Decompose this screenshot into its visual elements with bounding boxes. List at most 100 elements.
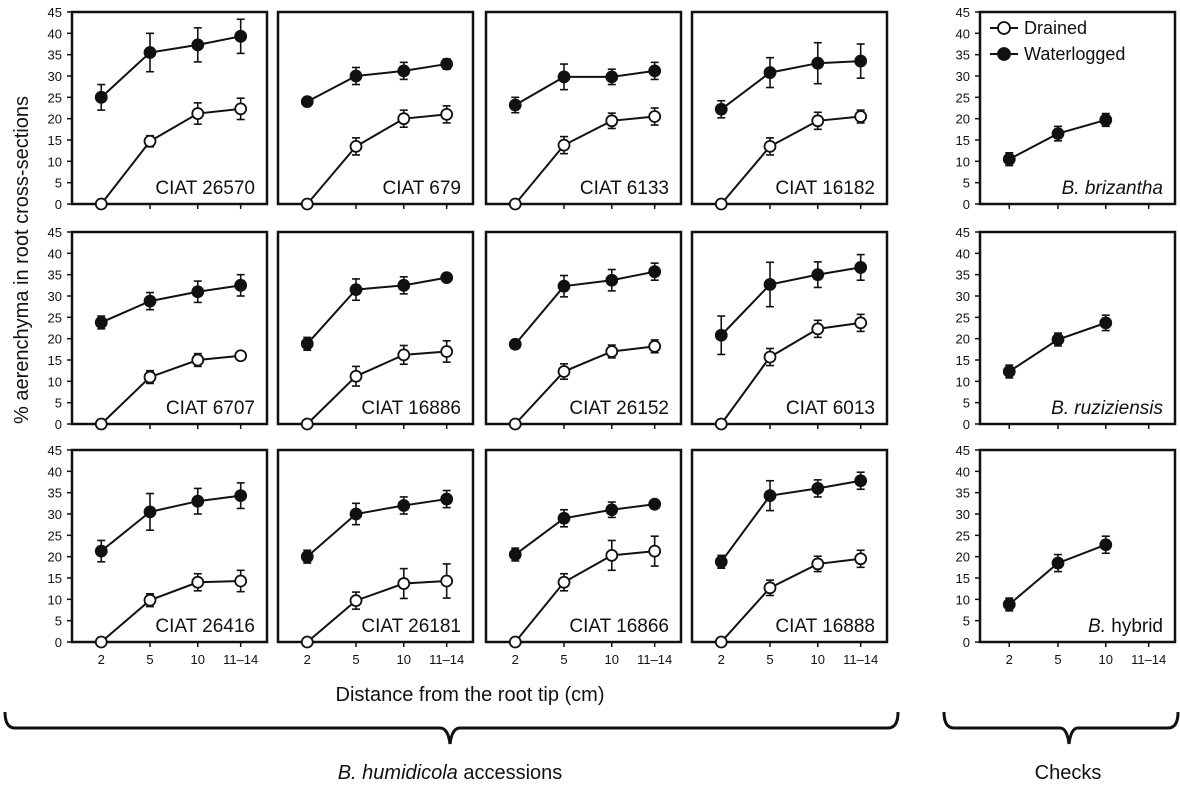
drained-line <box>100 107 241 205</box>
legend: Drained Waterlogged <box>990 18 1125 64</box>
drained-point <box>648 544 662 558</box>
drained-point <box>508 635 522 649</box>
panel-label: CIAT 26570 <box>155 178 255 199</box>
drained-line <box>100 354 241 425</box>
drained-point <box>440 345 454 358</box>
panel-frame <box>978 230 1177 426</box>
waterlogged-line <box>514 270 655 345</box>
y-tick-label: 10 <box>48 374 62 389</box>
drained-point <box>605 114 619 128</box>
panel-frame <box>484 10 683 206</box>
x-tick-label: 11–14 <box>223 652 258 667</box>
y-tick-label: 5 <box>963 176 970 191</box>
y-tick-label: 35 <box>48 486 62 501</box>
panel: 2 5 10 11–14 CIAT 16888 <box>690 448 889 667</box>
panel-label: CIAT 16888 <box>775 616 875 637</box>
waterlogged-point <box>605 503 619 517</box>
x-tick-label: 10 <box>397 652 411 667</box>
waterlogged-point <box>1099 113 1113 127</box>
drained-point <box>234 349 248 363</box>
humidicola-italic: B. humidicola <box>338 762 458 784</box>
waterlogged-point <box>605 70 619 84</box>
panel-label: CIAT 6013 <box>786 398 875 419</box>
y-tick-label: 10 <box>48 154 62 169</box>
drained-point <box>397 112 411 126</box>
drained-point <box>349 594 363 608</box>
panel: CIAT 16886 <box>276 230 475 431</box>
x-tick-label: 5 <box>766 652 773 667</box>
y-tick-label: 15 <box>956 353 970 368</box>
waterlogged-point <box>349 69 363 83</box>
waterlogged-point <box>1051 127 1065 141</box>
waterlogged-point <box>191 285 205 299</box>
waterlogged-point <box>397 278 411 292</box>
waterlogged-line <box>100 284 241 324</box>
panel-label-rest: hybrid <box>1106 616 1163 637</box>
y-tick-label: 35 <box>956 48 970 63</box>
x-tick-label: 2 <box>1006 652 1013 667</box>
y-tick-label: 20 <box>956 112 970 127</box>
y-tick-label: 0 <box>55 635 62 650</box>
drained-point <box>811 557 825 571</box>
humidicola-group-label: B. humidicola accessions <box>338 762 563 784</box>
waterlogged-point <box>508 337 522 351</box>
panel-frame <box>276 230 475 426</box>
waterlogged-point <box>94 316 108 329</box>
y-tick-label: 25 <box>956 310 970 325</box>
waterlogged-line <box>514 503 655 556</box>
x-tick-label: 2 <box>718 652 725 667</box>
waterlogged-line <box>306 498 447 558</box>
drained-point <box>94 197 108 211</box>
x-tick-label: 10 <box>605 652 619 667</box>
drained-point <box>714 635 728 649</box>
waterlogged-point <box>440 492 454 506</box>
y-tick-label: 35 <box>956 486 970 501</box>
waterlogged-point <box>191 494 205 508</box>
waterlogged-line <box>1008 543 1107 606</box>
panel-frame <box>978 10 1177 206</box>
drained-point <box>648 110 662 123</box>
drained-point <box>191 353 205 367</box>
panel-frame <box>690 10 889 206</box>
y-tick-label: 40 <box>48 246 62 261</box>
waterlogged-point <box>1099 538 1113 552</box>
drained-point <box>191 575 205 589</box>
waterlogged-point <box>143 294 157 308</box>
y-tick-label: 10 <box>48 592 62 607</box>
y-tick-label: 45 <box>48 5 62 20</box>
y-tick-label: 30 <box>956 289 970 304</box>
waterlogged-point <box>440 271 454 285</box>
waterlogged-line <box>720 266 861 336</box>
panel: 0 5 10 15 20 25 30 35 40 45 B. ruziziensis <box>956 225 1177 432</box>
waterlogged-point <box>763 66 777 79</box>
waterlogged-point <box>94 90 108 104</box>
x-tick-label: 11–14 <box>1131 652 1166 667</box>
y-tick-label: 0 <box>55 197 62 212</box>
waterlogged-point <box>300 95 314 108</box>
y-tick-label: 25 <box>48 310 62 325</box>
y-tick-label: 20 <box>956 332 970 347</box>
checks-group-label: Checks <box>1035 762 1102 784</box>
y-tick-label: 40 <box>48 464 62 479</box>
drained-point <box>811 322 825 336</box>
drained-point <box>508 197 522 211</box>
x-tick-label: 11–14 <box>429 652 464 667</box>
panel-frame <box>276 10 475 206</box>
panel-label: CIAT 26416 <box>155 616 255 637</box>
drained-point <box>300 197 314 211</box>
y-tick-label: 30 <box>48 69 62 84</box>
panel-frame <box>690 230 889 426</box>
drained-line <box>306 113 447 205</box>
drained-line <box>514 345 655 425</box>
drained-line <box>720 557 861 643</box>
waterlogged-point <box>508 98 522 112</box>
drained-line <box>720 115 861 205</box>
panel-label-italic: B. <box>1088 616 1106 637</box>
panel-label: B. brizantha <box>1062 178 1163 199</box>
waterlogged-point <box>300 337 314 351</box>
waterlogged-line <box>100 494 241 552</box>
drained-point <box>300 417 314 431</box>
